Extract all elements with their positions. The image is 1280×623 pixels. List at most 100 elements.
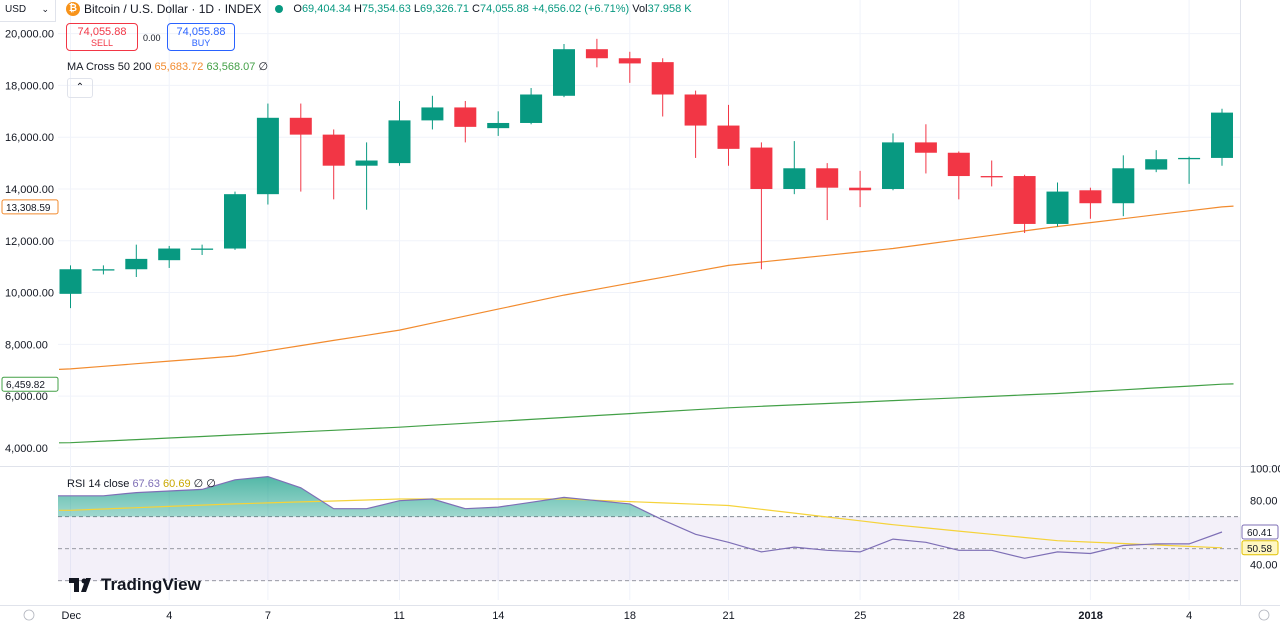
time-tick-label: 14 [492,610,504,622]
collapse-legend-button[interactable]: ⌃ [67,78,93,98]
buy-label: BUY [191,38,211,48]
time-tick-label: 18 [624,610,636,622]
candle-body [849,187,872,191]
auto-scale-icon [1258,609,1270,621]
currency-selector[interactable]: USD ⌄ [0,0,56,22]
candle-body [224,194,246,249]
candle-body [1112,168,1135,204]
candle-body [750,147,773,189]
candle-body [322,134,345,166]
rsi-price-label: 60.41 [1247,528,1272,539]
chevron-down-icon: ⌄ [41,4,49,14]
volume-value: 37.958 K [647,3,692,15]
rsi-label: RSI 14 close [67,478,130,490]
rsi-value: 67.63 [132,478,160,490]
time-tick-label: 28 [953,610,965,622]
time-tick-label: 7 [265,610,271,622]
price-tick-label: 18,000.00 [5,80,54,92]
candle-body [651,62,674,95]
candle-body [355,160,378,166]
candle-body [947,152,970,177]
price-tick-label: 20,000.00 [5,29,54,41]
candle-body [520,94,543,123]
candle-body [1145,159,1168,170]
ma-cross-label: MA Cross 50 200 [67,61,152,73]
candle-body [618,58,641,64]
rsi-tick-label: 100.00 [1250,464,1280,476]
rsi-tick-label: 80.00 [1250,496,1278,508]
open-value: 69,404.34 [301,3,351,15]
close-value: 74,055.88 [479,3,529,15]
candle-body [454,107,477,127]
candle-body [125,258,148,270]
zoom-icon [23,609,35,621]
time-tick-label: Dec [62,610,82,622]
price-tick-label: 14,000.00 [5,184,54,196]
time-tick-label: 4 [1186,610,1192,622]
sell-label: SELL [90,38,114,48]
price-tick-label: 12,000.00 [5,236,54,248]
spread-value: 0.00 [143,33,161,43]
rsi-ma-price-label-box [1241,540,1279,556]
candle-body [585,49,608,59]
candle-body [717,125,740,149]
ma-short-price-label: 13,308.59 [6,203,51,214]
ma-short-line [58,205,1234,370]
rsi-overbought-fill [58,476,657,517]
tradingview-logo-icon [69,578,91,592]
logo-text: TradingView [101,575,201,594]
symbol-legend: ₿ Bitcoin / U.S. Dollar · 1D · INDEX O69… [66,2,692,16]
ma-long-price-label: 6,459.82 [6,380,45,391]
time-tick-label: 25 [854,610,866,622]
symbol-title[interactable]: Bitcoin / U.S. Dollar · 1D · INDEX [84,2,262,16]
bitcoin-icon: ₿ [66,2,80,16]
buy-button[interactable]: 74,055.88 BUY [167,23,235,51]
buy-price: 74,055.88 [176,26,226,38]
ma-long-line [58,383,1234,444]
candle-body [92,269,115,271]
na-icon: ∅ [206,478,216,490]
price-tick-label: 4,000.00 [5,443,48,455]
high-value: 75,354.63 [361,3,411,15]
ma-short-price-label-box [1,199,59,215]
rsi-ma-price-label: 50.58 [1247,544,1272,555]
price-tick-label: 8,000.00 [5,339,48,351]
ma-cross-legend[interactable]: MA Cross 50 200 65,683.72 63,568.07 ∅ [67,60,268,73]
candle-body [191,248,214,250]
candle-body [914,142,937,153]
candle-body [882,142,904,189]
candle-body [1013,176,1036,224]
low-value: 69,326.71 [420,3,469,15]
candle-body [1046,191,1069,224]
rsi-tick-label: 40.00 [1250,560,1278,572]
rsi-ma-value: 60.69 [163,478,191,490]
chevron-up-icon: ⌃ [75,82,85,93]
candle-body [388,120,411,164]
ma-short-value: 65,683.72 [154,61,204,73]
candle-body [1211,112,1233,158]
sell-price: 74,055.88 [77,26,127,38]
rsi-line [58,475,1223,559]
tradingview-logo: TradingView [69,575,201,595]
market-status-icon [275,5,284,13]
sell-button[interactable]: 74,055.88 SELL [66,23,138,51]
time-tick-label: 2018 [1078,610,1102,622]
time-tick-label: 21 [723,610,735,622]
candle-body [256,117,279,195]
price-tick-label: 6,000.00 [5,391,48,403]
rsi-legend[interactable]: RSI 14 close 67.63 60.69 ∅ ∅ [67,477,216,490]
time-tick-label: 4 [166,610,172,622]
rsi-ma-line [59,498,1223,549]
candle-body [1178,157,1201,160]
candle-body [487,122,510,129]
candle-body [421,107,444,121]
ma-long-price-label-box [1,376,59,392]
candle-body [59,269,82,294]
candle-body [980,176,1003,178]
candle-body [783,168,806,189]
na-icon: ∅ [193,478,204,490]
rsi-price-label-box [1241,524,1279,540]
candle-body [158,248,181,261]
candle-body [816,168,839,188]
